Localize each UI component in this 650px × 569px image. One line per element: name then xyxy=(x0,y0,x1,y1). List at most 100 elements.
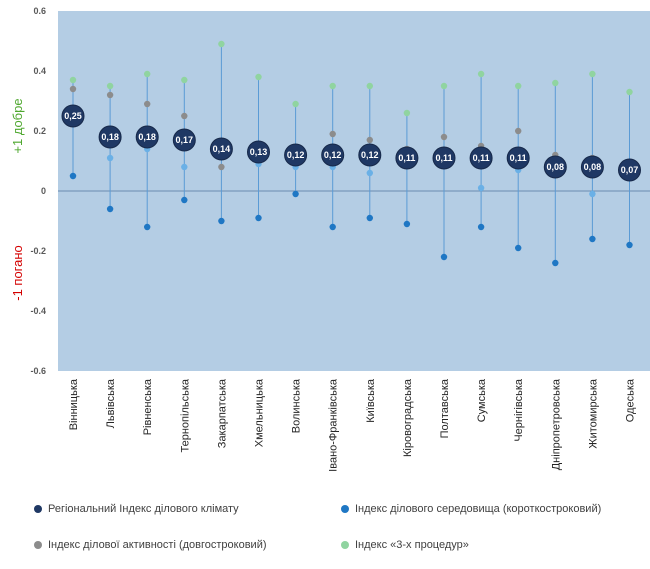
index-bubble xyxy=(247,140,270,164)
low-point xyxy=(181,196,188,204)
long-term-point xyxy=(366,136,373,144)
three-proc-point xyxy=(106,82,114,90)
category-label: Тернопільська xyxy=(179,378,191,452)
three-proc-point xyxy=(589,70,596,78)
low-point xyxy=(106,205,114,213)
short-term-point xyxy=(366,169,373,177)
three-proc-point xyxy=(218,40,225,48)
legend-regional: Регіональний Індекс ділового клімату xyxy=(34,503,239,515)
category-label: Вінницька xyxy=(68,378,80,430)
category-label: Одеська xyxy=(625,378,637,422)
y-tick-label: 0 xyxy=(41,186,46,196)
category-label: Дніпропетровська xyxy=(550,378,562,470)
legend-short-term-label: Індекс ділового середовища (короткострок… xyxy=(355,503,602,515)
y-tick-label: 0.2 xyxy=(33,126,46,136)
y-label-bad: -1 погано xyxy=(10,245,25,301)
y-axis: -0.6 -0.4 -0.2 0 0.2 0.4 0.6 xyxy=(30,6,46,376)
long-term-point xyxy=(106,91,114,99)
category-label: Полтавська xyxy=(439,378,451,438)
low-point xyxy=(626,241,633,249)
index-bubble-label: 0,14 xyxy=(213,144,231,154)
low-point xyxy=(403,220,411,228)
category-label: Рівненська xyxy=(142,378,154,435)
legend-short-term: Індекс ділового середовища (короткострок… xyxy=(341,503,601,515)
long-term-point xyxy=(69,85,77,93)
low-point xyxy=(218,217,225,225)
y-label-good: +1 добре xyxy=(10,98,25,153)
three-proc-point xyxy=(515,82,522,90)
category-label: Житомирська xyxy=(587,378,599,448)
low-point xyxy=(515,244,522,252)
category-label: Закарпатська xyxy=(216,378,228,448)
legend-short-term-marker xyxy=(341,505,349,513)
low-point xyxy=(255,214,262,222)
low-point xyxy=(144,223,151,231)
legend-long-term-marker xyxy=(34,541,42,549)
index-bubble-label: 0,12 xyxy=(287,150,305,160)
index-bubble-label: 0,13 xyxy=(250,147,268,157)
y-tick-label: -0.6 xyxy=(30,366,46,376)
legend-long-term-label: Індекс ділової активності (довгострокови… xyxy=(48,539,267,551)
y-tick-label: 0.4 xyxy=(33,66,46,76)
category-label: Кіровоградська xyxy=(402,378,414,457)
y-tick-label: 0.6 xyxy=(33,6,46,16)
three-proc-point xyxy=(552,79,559,87)
legend-three-proc: Індекс «3-х процедур» xyxy=(341,539,469,551)
index-bubble xyxy=(135,125,159,149)
low-point xyxy=(366,214,373,222)
short-term-point xyxy=(181,163,188,171)
index-bubble xyxy=(61,104,85,128)
index-bubble-label: 0,11 xyxy=(510,153,527,163)
category-label: Івано-Франківська xyxy=(328,378,340,472)
index-bubble-label: 0,12 xyxy=(361,150,379,160)
y-tick-label: -0.2 xyxy=(30,246,46,256)
index-bubble xyxy=(506,146,530,170)
category-label: Сумська xyxy=(476,378,488,422)
index-bubble xyxy=(618,158,641,182)
three-proc-point xyxy=(440,82,448,90)
index-bubble-label: 0,17 xyxy=(176,135,194,145)
low-point xyxy=(329,223,336,231)
long-term-point xyxy=(181,112,188,120)
low-point xyxy=(477,223,485,231)
index-bubble xyxy=(395,146,419,170)
category-label: Чернігівська xyxy=(513,378,525,442)
index-bubble-label: 0,25 xyxy=(64,111,82,121)
low-point xyxy=(589,235,596,243)
index-bubble-label: 0,11 xyxy=(398,153,415,163)
legend-three-proc-label: Індекс «3-х процедур» xyxy=(355,539,469,551)
three-proc-point xyxy=(181,76,188,84)
low-point xyxy=(292,190,299,198)
index-bubble-label: 0,08 xyxy=(584,162,602,172)
category-label: Київська xyxy=(365,378,377,423)
long-term-point xyxy=(515,127,522,135)
index-bubble-label: 0,12 xyxy=(324,150,342,160)
low-point xyxy=(440,253,448,261)
category-label: Львівська xyxy=(105,378,117,428)
three-proc-point xyxy=(626,88,633,96)
three-proc-point xyxy=(255,73,262,81)
low-point xyxy=(69,172,77,180)
three-proc-point xyxy=(366,82,373,90)
three-proc-point xyxy=(69,76,77,84)
three-proc-point xyxy=(477,70,485,78)
index-bubble-label: 0,08 xyxy=(547,162,565,172)
category-label: Хмельницька xyxy=(254,378,266,447)
three-proc-point xyxy=(144,70,151,78)
index-bubble-label: 0,18 xyxy=(101,132,119,142)
low-point xyxy=(552,259,559,267)
three-proc-point xyxy=(292,100,299,108)
long-term-point xyxy=(218,163,225,171)
index-bubble xyxy=(98,125,122,149)
index-bubble xyxy=(580,155,604,179)
index-bubble-label: 0,11 xyxy=(435,153,452,163)
index-bubble xyxy=(284,143,308,167)
long-term-point xyxy=(329,130,336,138)
index-bubble xyxy=(469,146,493,170)
legend-regional-marker xyxy=(34,505,42,513)
index-bubble xyxy=(209,137,233,161)
legend-three-proc-marker xyxy=(341,541,349,549)
short-term-point xyxy=(106,154,114,162)
index-bubble xyxy=(358,143,382,167)
index-bubble-label: 0,07 xyxy=(621,165,639,175)
